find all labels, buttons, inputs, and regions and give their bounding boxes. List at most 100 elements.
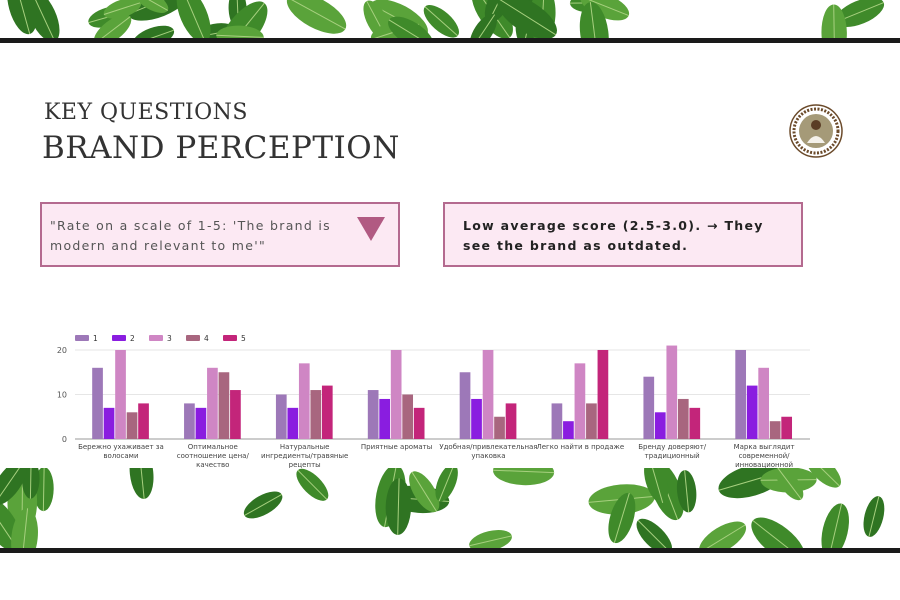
x-tick-label: традиционный xyxy=(645,452,700,460)
x-tick-label: рецепты xyxy=(289,461,321,469)
bar xyxy=(402,394,414,439)
leaf-icon xyxy=(243,491,283,519)
leaf-vein xyxy=(699,524,746,548)
bar xyxy=(597,350,609,439)
bar xyxy=(654,412,666,439)
leaf-vein xyxy=(42,468,45,512)
leaf-icon xyxy=(93,14,132,38)
x-tick-label: соотношение цена/ xyxy=(177,452,250,460)
leaf-icon xyxy=(409,471,440,513)
leaf-icon xyxy=(11,508,38,548)
answer-box: Low average score (2.5-3.0). → They see … xyxy=(443,202,803,267)
x-tick-label: Бренду доверяют/ xyxy=(638,443,707,451)
leaf-blade xyxy=(286,0,347,34)
leaf-icon xyxy=(608,492,636,544)
divider xyxy=(0,38,900,43)
legend-swatch xyxy=(186,335,200,341)
bar xyxy=(689,407,701,439)
leaf-icon xyxy=(493,468,555,486)
leaf-icon xyxy=(423,5,460,38)
leaf-icon xyxy=(580,0,630,21)
answer-text: Low average score (2.5-3.0). → They see … xyxy=(463,218,764,253)
bar xyxy=(781,416,793,439)
legend-swatch xyxy=(149,335,163,341)
leaf-icon xyxy=(388,16,434,38)
bar xyxy=(413,407,425,439)
bar xyxy=(643,376,655,439)
bar xyxy=(92,367,103,439)
leaf-blade xyxy=(132,25,175,38)
bar xyxy=(769,421,781,439)
bar xyxy=(321,385,333,439)
leaf-vein xyxy=(469,535,512,547)
bar xyxy=(184,403,195,439)
leaf-vein xyxy=(637,520,671,548)
leaf-icon xyxy=(497,0,557,38)
bar xyxy=(218,372,230,439)
leaf-icon xyxy=(821,4,847,38)
leaf-border-bottom xyxy=(0,468,900,548)
leaf-vein xyxy=(777,468,802,500)
slide-kicker: KEY QUESTIONS xyxy=(44,100,248,125)
bar xyxy=(758,367,770,439)
leaf-vein xyxy=(438,468,455,502)
x-tick-label: Марка выглядит xyxy=(734,443,795,451)
leaf-icon xyxy=(469,13,497,38)
leaf-decoration xyxy=(0,468,885,548)
leaf-vein xyxy=(868,496,880,537)
leaf-vein xyxy=(498,0,557,36)
leaf-icon xyxy=(751,517,805,548)
bar xyxy=(115,350,126,439)
bar xyxy=(494,416,505,439)
leaf-vein xyxy=(828,503,843,548)
leaf-vein xyxy=(244,494,283,516)
bar xyxy=(735,350,747,439)
triangle-down-icon xyxy=(357,217,385,241)
leaf-vein xyxy=(181,0,206,38)
leaf-blade xyxy=(821,503,849,548)
legend-label: 2 xyxy=(130,334,135,343)
x-tick-label: Удобная/привлекательная xyxy=(439,443,537,451)
next-slide-area xyxy=(0,553,900,600)
leaf-vein xyxy=(397,478,400,535)
x-tick-label: Приятные ароматы xyxy=(361,443,432,451)
bar xyxy=(138,403,149,439)
question-box: "Rate on a scale of 1-5: 'The brand is m… xyxy=(40,202,400,267)
leaf-vein xyxy=(833,4,836,38)
leaf-vein xyxy=(21,508,29,548)
x-tick-label: ингредиенты/травяные xyxy=(261,452,348,460)
bar xyxy=(207,367,218,439)
leaf-vein xyxy=(424,6,459,37)
x-tick-label: Оптимальное xyxy=(188,443,238,451)
bar xyxy=(677,398,689,439)
bar xyxy=(574,363,586,439)
bar xyxy=(586,403,597,439)
legend-label: 5 xyxy=(241,334,246,343)
bar xyxy=(275,394,287,439)
leaf-border-top xyxy=(0,0,900,38)
leaf-icon xyxy=(644,468,669,504)
leaf-vein xyxy=(411,471,437,512)
leaf-icon xyxy=(0,468,27,505)
leaf-blade xyxy=(751,517,805,548)
leaf-icon xyxy=(676,470,697,513)
leaf-icon xyxy=(7,0,37,35)
x-tick-label: качество xyxy=(196,461,229,469)
leaf-icon xyxy=(805,468,841,488)
leaf-blade xyxy=(296,468,329,501)
leaf-vein xyxy=(613,492,630,544)
x-tick-label: Легко найти в продаже xyxy=(536,443,624,451)
leaf-vein xyxy=(580,0,629,17)
slide-title: BRAND PERCEPTION xyxy=(42,130,400,166)
bar xyxy=(230,390,241,439)
y-tick-label: 0 xyxy=(62,435,67,444)
brand-logo xyxy=(789,104,843,158)
leaf-vein xyxy=(94,16,131,38)
leaf-vein xyxy=(13,0,31,35)
bar xyxy=(367,390,379,439)
leaf-vein xyxy=(29,468,32,499)
leaf-vein xyxy=(132,29,174,38)
leaf-icon xyxy=(863,496,885,537)
leaf-icon xyxy=(129,468,154,499)
leaf-vein xyxy=(493,469,555,474)
